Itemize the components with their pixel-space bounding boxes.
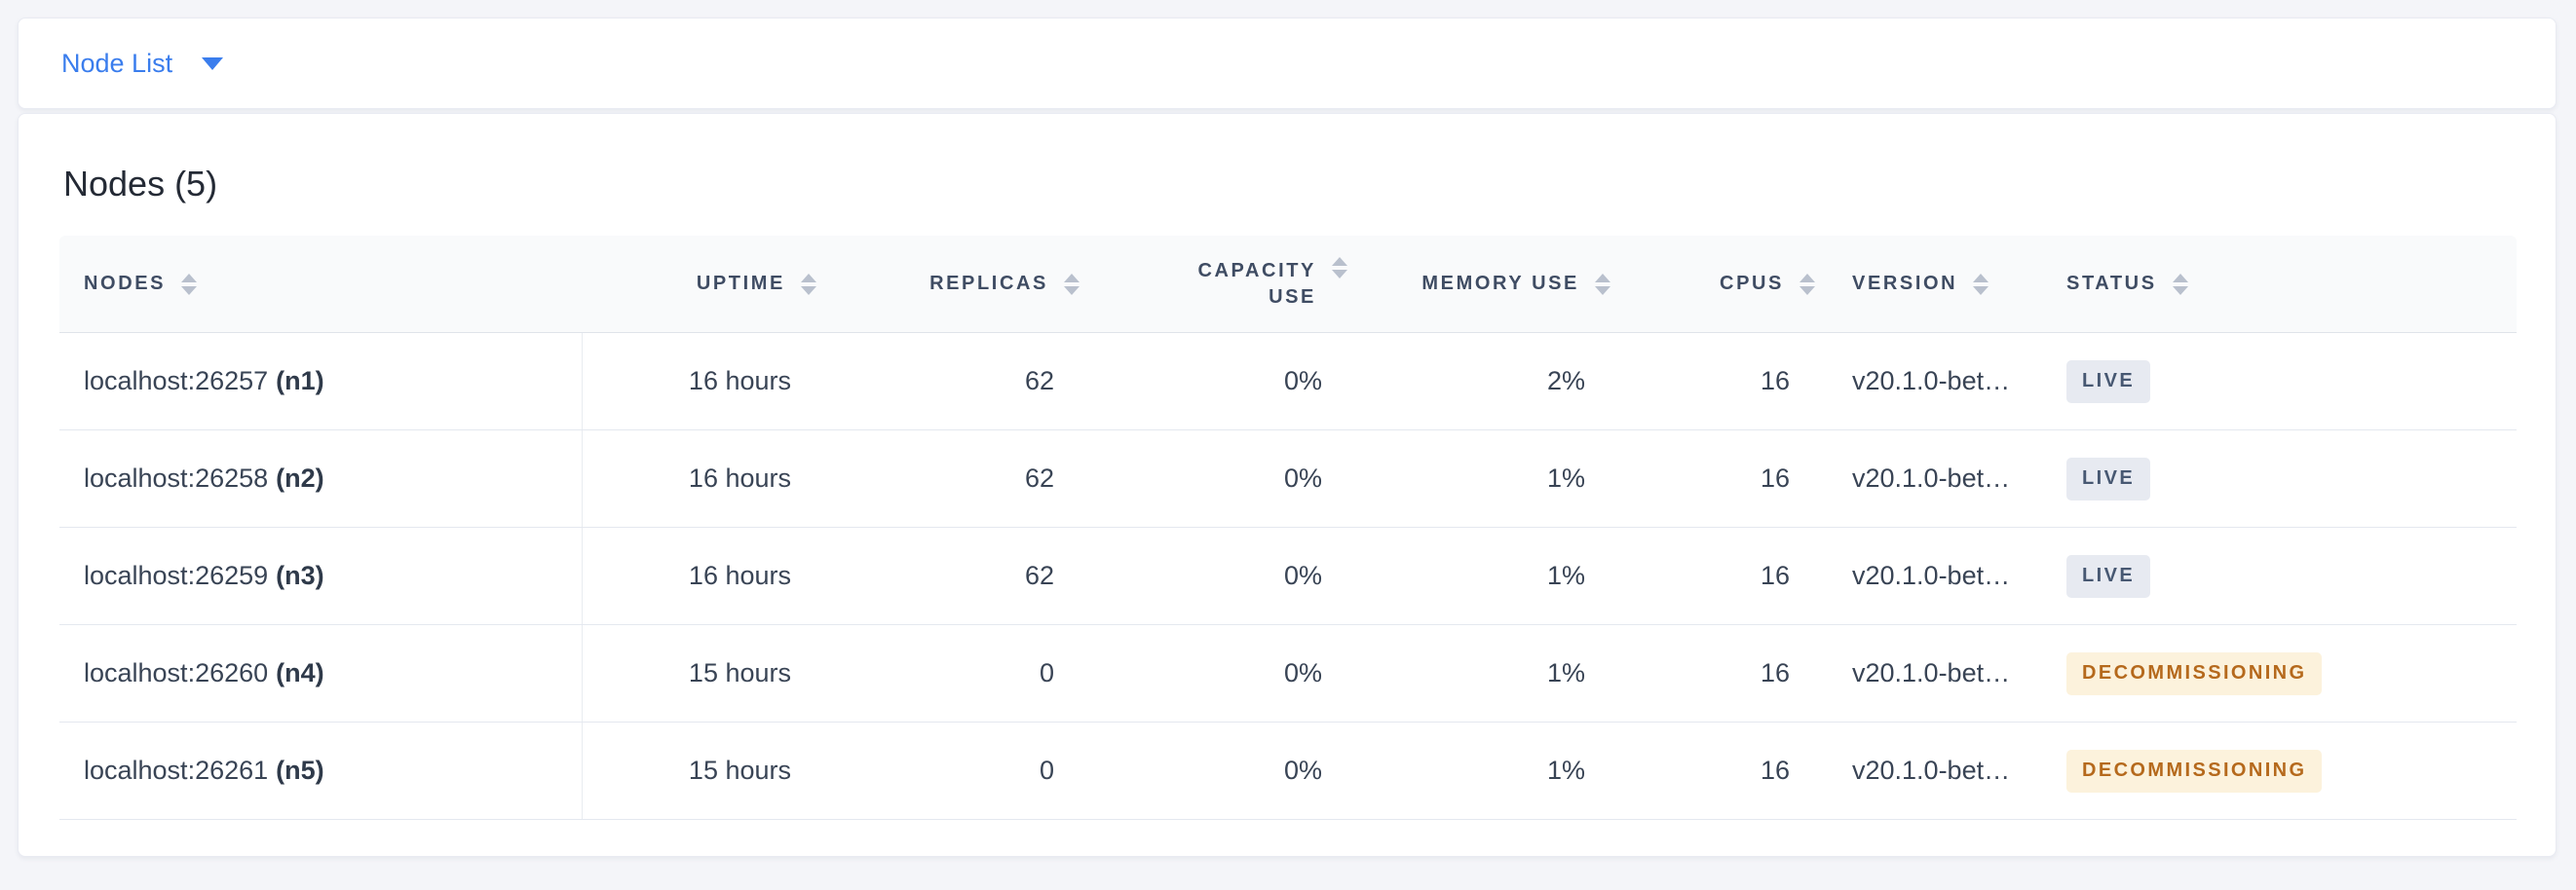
header-cell-status[interactable]: Status: [2047, 236, 2517, 332]
table-header-row: Nodes Uptime Replicas Capacity Use Memor…: [59, 236, 2517, 334]
capacity-use-cell: 0%: [1283, 561, 1322, 591]
node-address: localhost:26261: [84, 756, 269, 786]
node-id: (n1): [276, 366, 324, 396]
node-address-cell: localhost:26257 (n1): [59, 333, 583, 430]
node-id: (n5): [276, 756, 324, 786]
replicas-cell: 0: [1039, 658, 1054, 688]
table-row: localhost:26260 (n4) 15 hours 0 0% 1% 16…: [59, 625, 2517, 723]
page-title: Nodes (5): [63, 164, 218, 204]
node-address-cell: localhost:26261 (n5): [59, 723, 583, 820]
status-cell: DECOMMISSIONING: [2047, 625, 2517, 722]
capacity-use-cell: 0%: [1283, 756, 1322, 786]
version-cell: v20.1.0-bet…: [1852, 464, 2011, 494]
status-badge: LIVE: [2066, 359, 2151, 403]
header-cell-nodes[interactable]: Nodes: [59, 236, 583, 332]
table-row: localhost:26258 (n2) 16 hours 62 0% 1% 1…: [59, 430, 2517, 529]
cpus-cell: 16: [1760, 658, 1790, 688]
status-cell: LIVE: [2047, 430, 2517, 527]
header-cell-uptime[interactable]: Uptime: [583, 236, 824, 332]
sort-icon: [1595, 273, 1610, 295]
memory-use-cell: 1%: [1546, 756, 1585, 786]
cpus-cell: 16: [1760, 464, 1790, 494]
view-selector-label: Node List: [61, 48, 173, 78]
memory-use-cell: 1%: [1546, 561, 1585, 591]
sort-icon: [1064, 273, 1080, 295]
node-address: localhost:26258: [84, 464, 269, 494]
status-cell: LIVE: [2047, 528, 2517, 624]
caret-down-icon: [202, 56, 224, 70]
node-id: (n2): [276, 464, 324, 494]
version-cell: v20.1.0-bet…: [1852, 658, 2011, 688]
cpus-cell: 16: [1760, 561, 1790, 591]
header-cell-memory-use[interactable]: Memory Use: [1355, 236, 1618, 332]
uptime-cell: 15 hours: [688, 658, 791, 688]
capacity-use-cell: 0%: [1283, 464, 1322, 494]
node-address: localhost:26259: [84, 561, 269, 591]
header-cell-version[interactable]: Version: [1823, 236, 2047, 332]
status-cell: DECOMMISSIONING: [2047, 723, 2517, 819]
replicas-cell: 62: [1024, 561, 1054, 591]
nodes-card: Nodes (5) Nodes Uptime Replicas Capacity…: [18, 113, 2557, 857]
capacity-use-cell: 0%: [1283, 366, 1322, 396]
node-address-cell: localhost:26259 (n3): [59, 528, 583, 625]
status-badge: LIVE: [2066, 554, 2151, 598]
version-cell: v20.1.0-bet…: [1852, 561, 2011, 591]
table-row: localhost:26261 (n5) 15 hours 0 0% 1% 16…: [59, 723, 2517, 821]
table-row: localhost:26257 (n1) 16 hours 62 0% 2% 1…: [59, 333, 2517, 431]
header-cell-cpus[interactable]: CPUs: [1618, 236, 1823, 332]
node-address-cell: localhost:26258 (n2): [59, 430, 583, 528]
status-badge: DECOMMISSIONING: [2066, 651, 2323, 695]
page: Node List Nodes (5) Nodes Uptime Replica…: [0, 18, 2576, 890]
status-badge: DECOMMISSIONING: [2066, 749, 2323, 793]
status-badge: LIVE: [2066, 457, 2151, 501]
node-address: localhost:26257: [84, 366, 269, 396]
sort-icon: [801, 273, 816, 295]
cpus-cell: 16: [1760, 366, 1790, 396]
uptime-cell: 16 hours: [688, 366, 791, 396]
node-id: (n4): [276, 658, 324, 688]
replicas-cell: 62: [1024, 366, 1054, 396]
sort-icon: [1973, 273, 1989, 295]
version-cell: v20.1.0-bet…: [1852, 756, 2011, 786]
cpus-cell: 16: [1760, 756, 1790, 786]
nodes-table: Nodes Uptime Replicas Capacity Use Memor…: [59, 236, 2517, 821]
view-selector-bar: Node List: [18, 18, 2557, 109]
node-address-cell: localhost:26260 (n4): [59, 625, 583, 723]
sort-icon: [2172, 273, 2188, 295]
memory-use-cell: 2%: [1546, 366, 1585, 396]
memory-use-cell: 1%: [1546, 464, 1585, 494]
uptime-cell: 16 hours: [688, 561, 791, 591]
sort-icon: [181, 273, 198, 295]
replicas-cell: 0: [1039, 756, 1054, 786]
node-id: (n3): [276, 561, 324, 591]
view-selector-button[interactable]: Node List: [61, 48, 224, 79]
table-body: localhost:26257 (n1) 16 hours 62 0% 2% 1…: [59, 333, 2517, 821]
header-cell-capacity-use[interactable]: Capacity Use: [1087, 236, 1355, 332]
replicas-cell: 62: [1024, 464, 1054, 494]
header-cell-replicas[interactable]: Replicas: [824, 236, 1087, 332]
memory-use-cell: 1%: [1546, 658, 1585, 688]
node-address: localhost:26260: [84, 658, 269, 688]
capacity-use-cell: 0%: [1283, 658, 1322, 688]
sort-icon: [1799, 273, 1815, 295]
version-cell: v20.1.0-bet…: [1852, 366, 2011, 396]
table-row: localhost:26259 (n3) 16 hours 62 0% 1% 1…: [59, 528, 2517, 626]
uptime-cell: 15 hours: [688, 756, 791, 786]
sort-icon: [1332, 256, 1347, 278]
status-cell: LIVE: [2047, 333, 2517, 429]
uptime-cell: 16 hours: [688, 464, 791, 494]
